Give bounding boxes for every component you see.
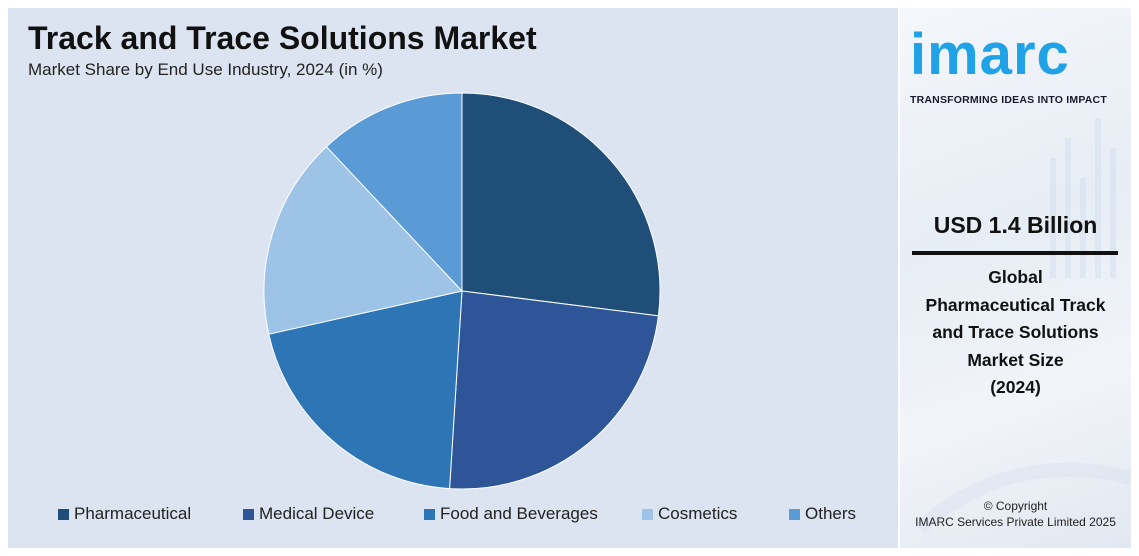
market-description: Global Pharmaceutical Track and Trace So… (904, 264, 1127, 402)
legend-item: Food and Beverages (424, 504, 598, 524)
pie-slice-pharmaceutical (461, 92, 661, 317)
divider (912, 251, 1118, 255)
legend-swatch (789, 508, 800, 520)
pie-chart (263, 92, 661, 490)
legend-label: Cosmetics (658, 504, 738, 523)
legend-label: Food and Beverages (440, 504, 598, 523)
legend-item: Pharmaceutical (58, 504, 191, 524)
copyright-line: © Copyright (983, 499, 1048, 513)
market-desc-line: Global (988, 267, 1043, 287)
market-value: USD 1.4 Billion (933, 212, 1098, 238)
pie-slice-cosmetics (263, 145, 463, 335)
legend-label: Others (805, 504, 857, 523)
svg-text:imarc: imarc (910, 22, 1070, 80)
background-chart-decoration (915, 118, 1131, 534)
pie-slice-others (325, 92, 463, 293)
legend-swatch (424, 508, 435, 520)
legend-swatch (58, 508, 69, 520)
legend-item: Cosmetics (642, 504, 737, 524)
legend-swatch (642, 508, 653, 520)
legend-swatch (243, 508, 254, 520)
copyright: © Copyright IMARC Services Private Limit… (900, 498, 1131, 530)
legend-item: Medical Device (243, 504, 374, 524)
market-desc-line: Market Size (967, 349, 1064, 370)
market-desc-line: and Trace Solutions (932, 322, 1099, 342)
market-desc-line: Pharmaceutical Track (925, 294, 1106, 315)
copyright-line: IMARC Services Private Limited 2025 (915, 515, 1116, 529)
logo-tagline: TRANSFORMING IDEAS INTO IMPACT (910, 94, 1107, 106)
pie-slice-medical-device (449, 290, 659, 490)
imarc-logo: imarc (910, 22, 1070, 80)
legend-label: Pharmaceutical (74, 504, 192, 523)
legend-item: Others (789, 504, 856, 524)
legend-label: Medical Device (259, 504, 375, 523)
chart-subtitle: Market Share by End Use Industry, 2024 (… (28, 60, 383, 79)
info-sidebar: imarc TRANSFORMING IDEAS INTO IMPACT USD… (900, 8, 1131, 548)
market-desc-line: (2024) (990, 377, 1041, 397)
pie-slice-food-and-beverages (268, 290, 463, 490)
chart-title: Track and Trace Solutions Market (28, 20, 537, 56)
chart-legend: Pharmaceutical Medical Device Food and Bev… (48, 504, 888, 528)
chart-panel: Track and Trace Solutions Market Market … (8, 8, 898, 548)
